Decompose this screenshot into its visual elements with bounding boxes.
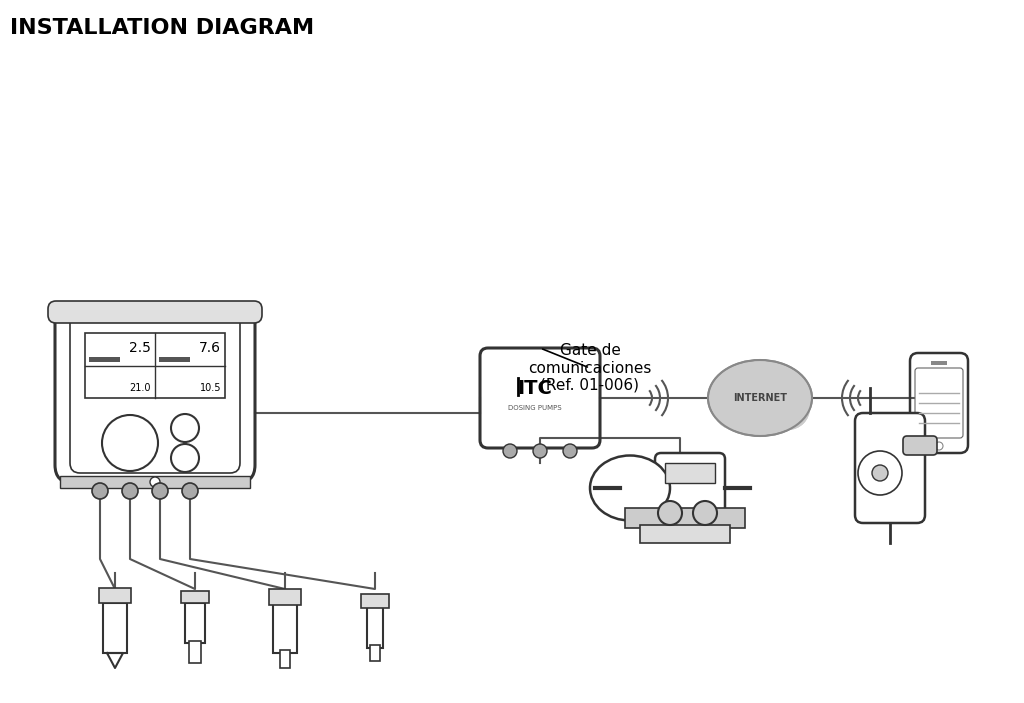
Circle shape — [182, 483, 198, 499]
Text: ITC: ITC — [517, 378, 552, 397]
Bar — [280, 650, 290, 668]
Circle shape — [152, 483, 168, 499]
Circle shape — [713, 386, 757, 430]
FancyBboxPatch shape — [855, 413, 925, 523]
Text: DOSING PUMPS: DOSING PUMPS — [508, 405, 562, 411]
Bar — [665, 463, 715, 483]
Circle shape — [150, 477, 160, 487]
Text: 2.5: 2.5 — [129, 341, 151, 355]
Circle shape — [740, 371, 780, 411]
Bar — [99, 588, 131, 603]
Circle shape — [122, 483, 138, 499]
Bar — [185, 603, 205, 643]
Bar — [89, 357, 120, 362]
Circle shape — [753, 371, 797, 415]
Circle shape — [766, 386, 810, 430]
Text: 10.5: 10.5 — [200, 383, 221, 393]
Bar — [273, 603, 297, 653]
Ellipse shape — [590, 456, 670, 520]
Circle shape — [728, 371, 792, 435]
Circle shape — [171, 414, 199, 442]
Bar — [159, 357, 190, 362]
Circle shape — [693, 501, 717, 525]
Circle shape — [563, 444, 577, 458]
Bar — [103, 603, 127, 653]
Ellipse shape — [708, 360, 812, 436]
Bar — [60, 476, 250, 488]
Text: 7.6: 7.6 — [199, 341, 221, 355]
Circle shape — [723, 371, 767, 415]
Text: INTERNET: INTERNET — [733, 393, 787, 403]
Bar — [367, 606, 383, 648]
FancyBboxPatch shape — [85, 333, 225, 398]
Bar — [625, 508, 745, 528]
Circle shape — [753, 371, 797, 415]
Circle shape — [723, 371, 767, 415]
Circle shape — [658, 501, 682, 525]
Text: Gate de
comunicaciones
(Ref. 01-006): Gate de comunicaciones (Ref. 01-006) — [528, 343, 651, 393]
Circle shape — [92, 483, 108, 499]
Circle shape — [872, 465, 888, 481]
Bar — [361, 594, 389, 608]
FancyBboxPatch shape — [655, 453, 725, 513]
FancyBboxPatch shape — [48, 301, 262, 323]
Bar — [640, 525, 730, 543]
Text: INSTALLATION DIAGRAM: INSTALLATION DIAGRAM — [10, 18, 314, 38]
Circle shape — [935, 442, 943, 450]
Circle shape — [713, 386, 757, 430]
Circle shape — [102, 415, 158, 471]
FancyBboxPatch shape — [903, 436, 937, 455]
Text: 21.0: 21.0 — [129, 383, 151, 393]
Bar — [269, 589, 301, 605]
Circle shape — [534, 444, 547, 458]
Bar — [181, 591, 209, 603]
Circle shape — [728, 371, 792, 435]
Circle shape — [503, 444, 517, 458]
Circle shape — [858, 451, 902, 495]
Bar — [189, 641, 201, 663]
Circle shape — [766, 386, 810, 430]
Circle shape — [740, 371, 780, 411]
Circle shape — [171, 444, 199, 472]
FancyBboxPatch shape — [915, 368, 963, 438]
Bar — [931, 361, 947, 365]
Bar — [370, 645, 380, 661]
